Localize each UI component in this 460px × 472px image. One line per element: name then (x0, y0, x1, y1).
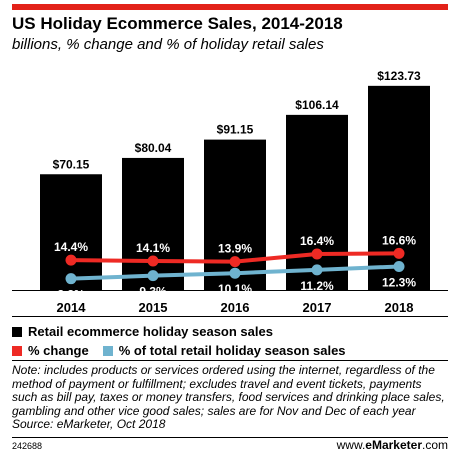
bar-2017 (286, 114, 348, 290)
bar-value-label-2014: $70.15 (53, 157, 90, 171)
share-label-2014: 8.3% (57, 288, 85, 302)
chart-plot: $70.15 $80.04 $91.15 $106.14 $123.73 2014 2015… (12, 69, 448, 315)
footnote-source: Source: eMarketer, Oct 2018 (12, 417, 166, 431)
change-point-2016 (229, 256, 241, 268)
chart-subtitle: billions, % change and % of holiday reta… (12, 36, 324, 53)
bar-value-label-2015: $80.04 (135, 141, 172, 155)
x-tick-label-2016: 2016 (221, 300, 250, 315)
change-label-2015: 14.1% (136, 241, 170, 255)
share-point-2017 (311, 264, 323, 276)
share-label-2016: 10.1% (218, 282, 252, 296)
divider-bottom (12, 437, 448, 438)
share-point-2014 (65, 273, 77, 285)
share-label-2018: 12.3% (382, 275, 416, 289)
bar-2014 (40, 174, 102, 290)
legend-swatch-change (12, 345, 22, 356)
bar-2015 (122, 157, 184, 290)
change-label-2017: 16.4% (300, 234, 334, 248)
change-point-2017 (311, 248, 323, 260)
change-point-2018 (393, 247, 405, 259)
change-point-2015 (147, 255, 159, 267)
chart-title: US Holiday Ecommerce Sales, 2014-2018 (12, 14, 343, 33)
brand-prefix: www. (336, 438, 366, 452)
share-point-2018 (393, 260, 405, 272)
brand-suffix: .com (421, 438, 448, 452)
legend-item-sales: Retail ecommerce holiday season sales (12, 322, 346, 341)
change-label-2018: 16.6% (382, 233, 416, 247)
share-point-2016 (229, 267, 241, 279)
legend-label-share: % of total retail holiday season sales (118, 343, 346, 358)
legend-label-sales: Retail ecommerce holiday season sales (28, 324, 273, 339)
chart-id: 242688 (12, 441, 43, 451)
legend-label-change: % change (28, 343, 89, 358)
bar-value-label-2017: $106.14 (295, 98, 339, 112)
share-point-2015 (147, 270, 159, 282)
footnote: Note: includes products or services orde… (12, 363, 448, 432)
bar-value-label-2018: $123.73 (377, 69, 421, 83)
share-label-2017: 11.2% (300, 279, 334, 293)
divider-top (12, 316, 448, 317)
bar-2018 (368, 85, 430, 291)
legend-item-lines: % change % of total retail holiday seaso… (12, 341, 346, 360)
share-label-2015: 9.3% (139, 285, 167, 299)
legend-swatch-sales (12, 326, 22, 337)
legend-swatch-share (102, 345, 113, 356)
change-label-2014: 14.4% (54, 240, 88, 254)
bar-value-label-2016: $91.15 (217, 123, 254, 137)
x-tick-label-2014: 2014 (57, 300, 87, 315)
x-tick-label-2015: 2015 (139, 300, 168, 315)
brand-link[interactable]: www.eMarketer.com (337, 438, 448, 452)
bar-2016 (204, 139, 266, 290)
legend: Retail ecommerce holiday season sales % … (12, 322, 346, 360)
brand-name: eMarketer (365, 438, 422, 452)
footnote-note: Note: includes products or services orde… (12, 363, 445, 418)
divider-middle (12, 360, 448, 361)
x-tick-label-2017: 2017 (303, 300, 332, 315)
change-point-2014 (65, 254, 77, 266)
accent-bar (12, 4, 448, 10)
x-tick-label-2018: 2018 (385, 300, 414, 315)
change-label-2016: 13.9% (218, 242, 252, 256)
